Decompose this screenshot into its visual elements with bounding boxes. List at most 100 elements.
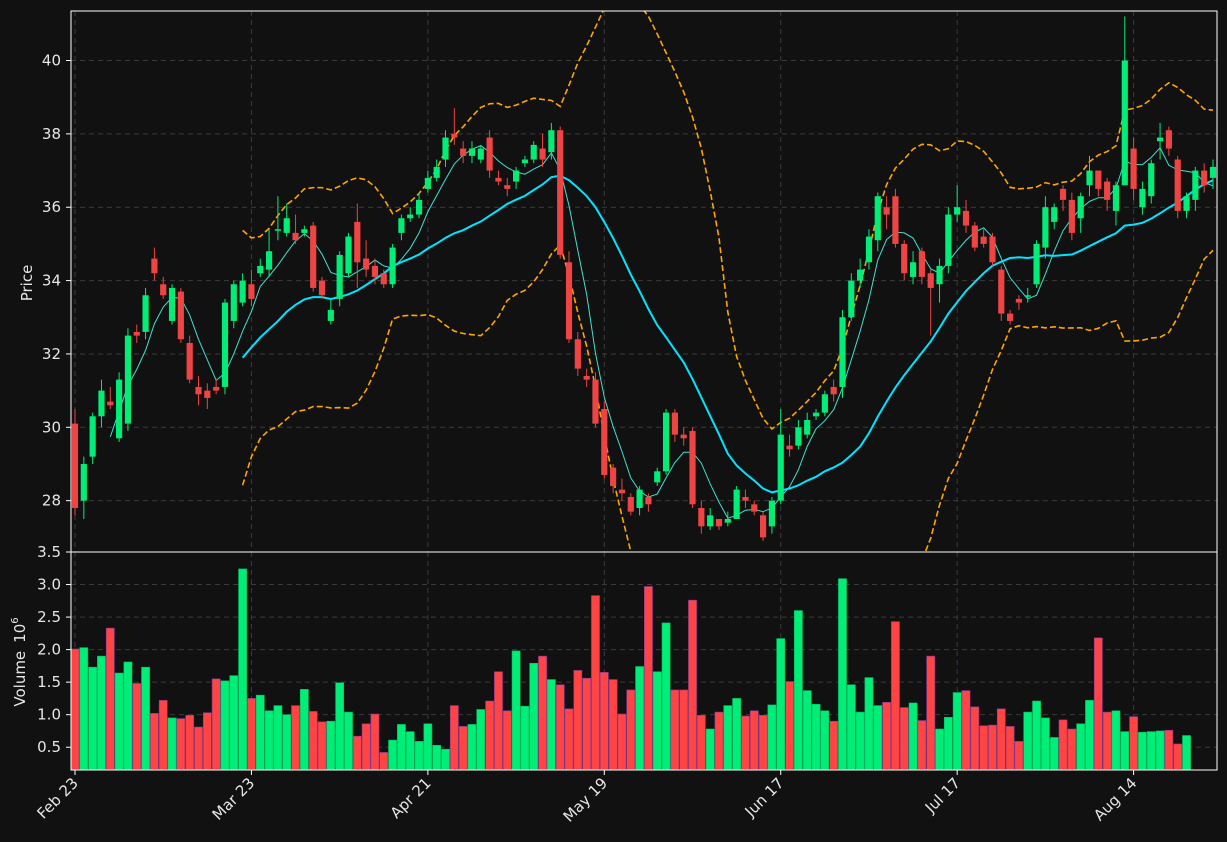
candle-body: [909, 262, 917, 277]
candle: [1209, 159, 1217, 189]
candle-body: [363, 258, 370, 270]
candle: [839, 309, 846, 398]
volume-bar: [414, 741, 424, 771]
volume-bar: [573, 670, 583, 771]
candle-body: [1086, 170, 1093, 186]
volume-bar: [194, 726, 203, 771]
candle-body: [486, 137, 493, 171]
candle: [618, 478, 626, 501]
candle-body: [1139, 188, 1146, 208]
volume-bar: [758, 715, 768, 771]
candle-body: [733, 489, 740, 519]
candle: [407, 207, 414, 222]
volume-bar: [282, 714, 292, 771]
volume-bar: [705, 728, 715, 771]
candle: [998, 265, 1005, 321]
candle-body: [1112, 185, 1120, 211]
candle-body: [521, 159, 528, 164]
candle: [962, 199, 970, 233]
volume-bar: [873, 705, 883, 771]
candle-body: [795, 427, 802, 446]
candle: [857, 258, 864, 288]
volume-bar: [776, 638, 786, 771]
candle: [936, 258, 943, 303]
candle-body: [345, 236, 352, 274]
candle: [707, 507, 714, 530]
candle-body: [998, 269, 1005, 314]
candle: [1174, 155, 1181, 219]
candle-body: [512, 170, 520, 182]
candle-body: [230, 284, 237, 321]
candle-body: [1156, 137, 1164, 142]
candle-body: [257, 265, 264, 274]
candle-body: [504, 185, 511, 189]
volume-bars: [70, 568, 1191, 771]
candle-body: [671, 412, 678, 435]
volume-bar: [741, 715, 750, 771]
candle-body: [839, 317, 846, 387]
candle-body: [689, 430, 696, 505]
candle-body: [1051, 207, 1058, 222]
volume-bar: [644, 586, 653, 771]
candle: [592, 372, 599, 428]
candle-body: [901, 243, 908, 274]
bollinger-upper-line: [242, 11, 1214, 431]
candle-body: [954, 207, 961, 215]
candle: [945, 207, 952, 274]
candle-body: [724, 518, 731, 523]
candle: [142, 287, 149, 340]
candle: [389, 243, 396, 288]
candle: [177, 287, 184, 343]
candle: [795, 419, 802, 450]
volume-bar: [141, 666, 150, 771]
candle-body: [265, 251, 273, 270]
candle: [433, 159, 440, 182]
candle: [1183, 192, 1190, 219]
volume-bar: [599, 672, 609, 771]
volume-bar: [1032, 700, 1041, 771]
candle: [777, 408, 784, 505]
bollinger-bands: [241, 11, 1214, 552]
candle-body: [1192, 170, 1199, 200]
candle-body: [918, 251, 925, 277]
volume-bar: [132, 683, 142, 771]
volume-bar: [1129, 716, 1138, 771]
candle-body: [477, 148, 484, 160]
candle: [751, 500, 758, 516]
price-tick-label: 34: [42, 272, 61, 290]
candle-body: [380, 273, 387, 285]
candle-body: [415, 199, 423, 215]
volume-tick-label: 0.5: [37, 738, 61, 756]
volume-bar: [291, 705, 300, 771]
candle: [71, 408, 79, 516]
candle-body: [698, 507, 705, 527]
candlesticks: [71, 16, 1217, 541]
volume-bar: [988, 724, 997, 771]
volume-bar: [979, 725, 988, 771]
volume-bar: [1049, 737, 1059, 771]
candle: [671, 408, 678, 442]
candle-body: [371, 265, 379, 277]
volume-bar: [652, 671, 662, 771]
candle: [133, 324, 140, 343]
volume-tick-label: 2.0: [37, 641, 61, 659]
candle: [292, 214, 299, 244]
volume-bar: [502, 710, 512, 771]
candle: [883, 196, 890, 230]
candle-body: [601, 408, 608, 475]
candle-body: [468, 148, 476, 156]
volume-bar: [555, 684, 565, 771]
candle: [495, 170, 502, 186]
volume-bar: [317, 721, 327, 771]
volume-bar: [1102, 711, 1112, 771]
candle-body: [213, 386, 220, 391]
candle: [477, 144, 484, 164]
volume-bar: [494, 671, 503, 771]
candle: [301, 225, 308, 237]
candle: [636, 485, 643, 516]
candle-body: [962, 210, 970, 226]
candle: [1201, 163, 1208, 193]
candle-body: [565, 262, 573, 340]
candle: [124, 328, 132, 431]
